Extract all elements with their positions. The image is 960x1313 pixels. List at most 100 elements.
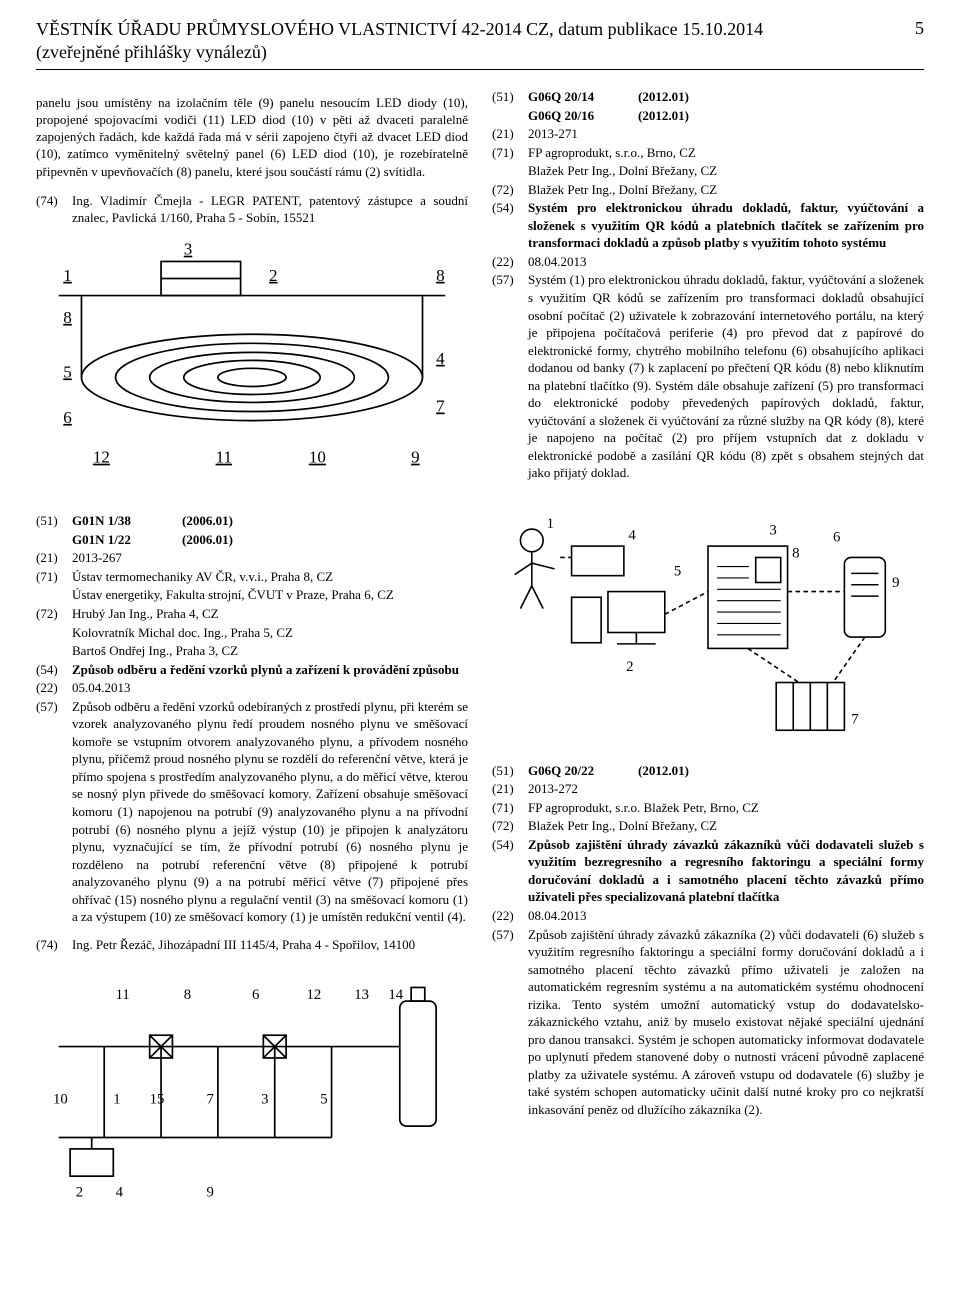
upper-left-col: panelu jsou umístěny na izolačním těle (… (36, 88, 468, 490)
entry-row: (22)08.04.2013 (492, 907, 924, 925)
svg-text:7: 7 (851, 712, 858, 728)
class-code: G06Q 20/16 (528, 107, 638, 125)
svg-text:3: 3 (184, 241, 193, 259)
class-version: (2012.01) (638, 762, 689, 780)
entry-row: (51)G06Q 20/14(2012.01) (492, 88, 924, 106)
entry-content: G06Q 20/16(2012.01) (528, 107, 924, 125)
entry-row: Ústav energetiky, Fakulta strojní, ČVUT … (36, 586, 468, 604)
entry-code: (71) (36, 568, 72, 586)
entry-row: G06Q 20/16(2012.01) (492, 107, 924, 125)
entry-code: (57) (492, 926, 528, 1119)
entry-row: (72)Hrubý Jan Ing., Praha 4, CZ (36, 605, 468, 623)
svg-text:2: 2 (626, 659, 633, 675)
entry-code: (22) (492, 253, 528, 271)
entry-code (36, 642, 72, 660)
entry-code: (21) (492, 125, 528, 143)
class-version: (2006.01) (182, 531, 233, 549)
svg-text:13: 13 (354, 987, 369, 1003)
continuation-paragraph: panelu jsou umístěny na izolačním těle (… (36, 94, 468, 180)
entry-content: G06Q 20/14(2012.01) (528, 88, 924, 106)
entry-row: (22)08.04.2013 (492, 253, 924, 271)
entry-code: (51) (36, 512, 72, 530)
figure-gas-sampling-svg: 11 8 6 12 13 14 10 1 15 7 3 5 2 4 (36, 967, 468, 1206)
entry-code (492, 162, 528, 180)
class-version: (2006.01) (182, 512, 233, 530)
class-code: G01N 1/38 (72, 512, 182, 530)
entry-content: FP agroprodukt, s.r.o. Blažek Petr, Brno… (528, 799, 924, 817)
entry-code: (54) (492, 199, 528, 252)
figure-led-panel: 1 3 2 8 8 5 4 7 6 12 11 10 9 (36, 241, 468, 468)
class-version: (2012.01) (638, 88, 689, 106)
entry-row: (71)FP agroprodukt, s.r.o., Brno, CZ (492, 144, 924, 162)
svg-text:6: 6 (252, 987, 259, 1003)
entry-code: (57) (492, 271, 528, 482)
figure-qr-system-svg: 1 4 5 3 8 6 9 2 7 (492, 512, 924, 739)
entry-code: (57) (36, 698, 72, 926)
figure-qr-system: 1 4 5 3 8 6 9 2 7 (492, 512, 924, 739)
entry-content: Způsob zajištění úhrady závazků zákazník… (528, 926, 924, 1119)
svg-text:4: 4 (628, 528, 636, 544)
entry-code: (54) (36, 661, 72, 679)
entry-content: Bartoš Ondřej Ing., Praha 3, CZ (72, 642, 468, 660)
entry-code: (72) (492, 817, 528, 835)
svg-text:5: 5 (320, 1092, 327, 1108)
class-code: G06Q 20/14 (528, 88, 638, 106)
figure-led-panel-svg: 1 3 2 8 8 5 4 7 6 12 11 10 9 (36, 241, 468, 468)
svg-text:4: 4 (116, 1185, 124, 1201)
code-74b: (74) (36, 936, 72, 954)
svg-text:8: 8 (792, 546, 799, 562)
entry-content: 08.04.2013 (528, 907, 924, 925)
class-code: G01N 1/22 (72, 531, 182, 549)
entry-content: 05.04.2013 (72, 679, 468, 697)
upper-right-col: (51)G06Q 20/14(2012.01)G06Q 20/16(2012.0… (492, 88, 924, 490)
svg-text:3: 3 (769, 523, 776, 539)
svg-text:7: 7 (436, 396, 445, 415)
entry-content: 2013-267 (72, 549, 468, 567)
upper-columns: panelu jsou umístěny na izolačním těle (… (36, 88, 924, 490)
entry-content: 08.04.2013 (528, 253, 924, 271)
entry-row: (72)Blažek Petr Ing., Dolní Břežany, CZ (492, 181, 924, 199)
svg-text:6: 6 (833, 530, 840, 546)
entry-content: Ústav energetiky, Fakulta strojní, ČVUT … (72, 586, 468, 604)
entry-row: (57)Způsob zajištění úhrady závazků záka… (492, 926, 924, 1119)
svg-text:1: 1 (113, 1092, 120, 1108)
entry-row: (51)G06Q 20/22(2012.01) (492, 762, 924, 780)
svg-text:12: 12 (93, 448, 110, 467)
lower-right-col: 1 4 5 3 8 6 9 2 7 (51)G06Q 20/22(2012.01… (492, 512, 924, 1228)
entry-row: (54)Způsob zajištění úhrady závazků záka… (492, 836, 924, 906)
content-74: Ing. Vladimír Čmejla - LEGR PATENT, pate… (72, 192, 468, 227)
entry-code: (21) (36, 549, 72, 567)
svg-text:3: 3 (261, 1092, 268, 1108)
entry-code: (71) (492, 799, 528, 817)
svg-text:11: 11 (216, 448, 232, 467)
svg-text:10: 10 (53, 1092, 68, 1108)
svg-text:7: 7 (207, 1092, 214, 1108)
svg-text:11: 11 (116, 987, 130, 1003)
entry-row: (21)2013-272 (492, 780, 924, 798)
entry-content: FP agroprodukt, s.r.o., Brno, CZ (528, 144, 924, 162)
svg-text:2: 2 (76, 1185, 83, 1201)
entry-content: Systém pro elektronickou úhradu dokladů,… (528, 199, 924, 252)
svg-text:12: 12 (307, 987, 322, 1003)
entry-code (492, 107, 528, 125)
entry-code: (51) (492, 88, 528, 106)
entry-content: Kolovratník Michal doc. Ing., Praha 5, C… (72, 624, 468, 642)
header: VĚSTNÍK ÚŘADU PRŮMYSLOVÉHO VLASTNICTVÍ 4… (36, 18, 924, 63)
code-74: (74) (36, 192, 72, 227)
entry-row: (71)Ústav termomechaniky AV ČR, v.v.i., … (36, 568, 468, 586)
entry-content: Blažek Petr Ing., Dolní Břežany, CZ (528, 181, 924, 199)
entry-row: G01N 1/22(2006.01) (36, 531, 468, 549)
header-title-line1: VĚSTNÍK ÚŘADU PRŮMYSLOVÉHO VLASTNICTVÍ 4… (36, 19, 763, 39)
entry-row: (21)2013-267 (36, 549, 468, 567)
svg-text:8: 8 (184, 987, 191, 1003)
entry-code: (54) (492, 836, 528, 906)
entry-content: Systém (1) pro elektronickou úhradu dokl… (528, 271, 924, 482)
entry-row: Kolovratník Michal doc. Ing., Praha 5, C… (36, 624, 468, 642)
class-version: (2012.01) (638, 107, 689, 125)
entry-content: 2013-272 (528, 780, 924, 798)
svg-text:5: 5 (674, 564, 681, 580)
entry-content: Hrubý Jan Ing., Praha 4, CZ (72, 605, 468, 623)
svg-text:8: 8 (436, 266, 445, 285)
entry-row: (72)Blažek Petr Ing., Dolní Břežany, CZ (492, 817, 924, 835)
entry-code: (71) (492, 144, 528, 162)
